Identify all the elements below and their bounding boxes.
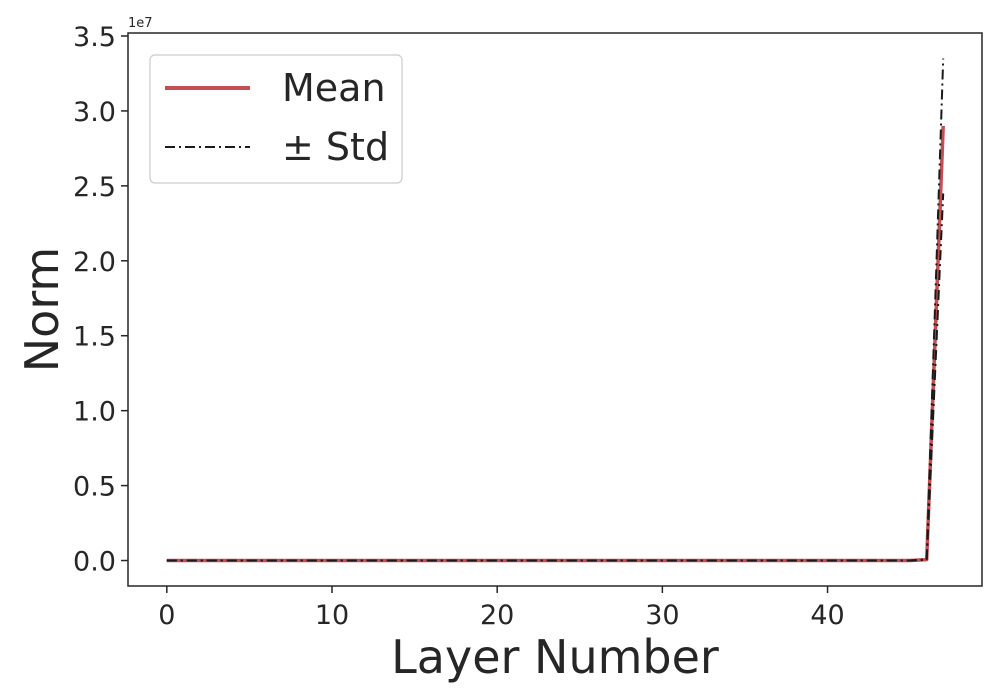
x-axis-label: Layer Number bbox=[391, 630, 719, 684]
y-tick-label: 3.0 bbox=[73, 97, 116, 128]
legend: Mean ± Std bbox=[149, 54, 403, 184]
x-axis: 0 10 20 30 40 bbox=[158, 586, 845, 631]
y-tick-label: 0.5 bbox=[73, 472, 116, 503]
y-tick-label: 1.0 bbox=[73, 397, 116, 428]
x-tick-label: 0 bbox=[158, 600, 175, 631]
y-axis: 0.0 0.5 1.0 1.5 2.0 2.5 3.0 3.5 bbox=[73, 22, 128, 578]
y-tick-label: 0.0 bbox=[73, 547, 116, 578]
plot-area bbox=[166, 58, 945, 563]
mean-series-line bbox=[166, 125, 945, 563]
y-tick-label: 2.5 bbox=[73, 172, 116, 203]
x-tick-label: 40 bbox=[810, 600, 844, 631]
x-tick-label: 10 bbox=[315, 600, 349, 631]
legend-mean-label: Mean bbox=[282, 66, 386, 110]
std-lower-line bbox=[166, 193, 945, 562]
x-tick-label: 20 bbox=[480, 600, 514, 631]
y-tick-label: 1.5 bbox=[73, 322, 116, 353]
y-tick-label: 3.5 bbox=[73, 22, 116, 53]
x-tick-label: 30 bbox=[645, 600, 679, 631]
y-tick-label: 2.0 bbox=[73, 247, 116, 278]
y-offset-label: 1e7 bbox=[128, 16, 153, 31]
y-axis-label: Norm bbox=[15, 247, 69, 372]
axes-frame bbox=[127, 32, 983, 587]
std-upper-line bbox=[166, 58, 945, 562]
legend-std-label: ± Std bbox=[282, 125, 389, 169]
